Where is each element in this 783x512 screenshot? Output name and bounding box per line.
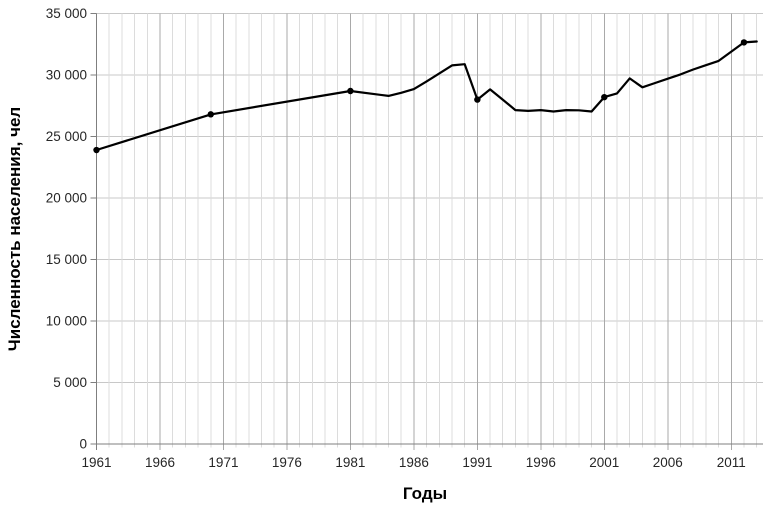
y-tick-label: 25 000 xyxy=(46,129,87,144)
data-point-marker xyxy=(207,111,214,118)
y-tick-label: 30 000 xyxy=(46,68,87,83)
y-tick-label: 20 000 xyxy=(46,191,87,206)
x-tick-label: 1996 xyxy=(526,455,556,470)
y-tick-label: 15 000 xyxy=(46,252,87,267)
data-point-marker xyxy=(474,96,481,103)
x-tick-label: 2001 xyxy=(589,455,619,470)
x-tick-label: 1961 xyxy=(81,455,111,470)
data-point-marker xyxy=(601,93,608,101)
y-tick-label: 0 xyxy=(79,437,87,452)
x-tick-label: 1971 xyxy=(208,455,238,470)
x-tick-label: 1966 xyxy=(145,455,175,470)
y-tick-label: 5 000 xyxy=(53,375,87,390)
x-tick-label: 1991 xyxy=(462,455,492,470)
x-axis-title: Годы xyxy=(402,484,448,503)
x-tick-label: 2011 xyxy=(717,455,746,470)
data-point-marker xyxy=(93,146,100,154)
population-series-line xyxy=(95,40,758,152)
x-tick-label: 1986 xyxy=(399,455,429,470)
y-tick-label: 35 000 xyxy=(46,6,87,21)
x-tick-label: 1981 xyxy=(335,455,365,470)
x-tick-label: 2006 xyxy=(653,455,683,470)
data-point-marker xyxy=(740,39,748,46)
data-point-marker xyxy=(347,87,354,95)
x-tick-label: 1976 xyxy=(272,455,302,470)
y-tick-label: 10 000 xyxy=(46,314,87,329)
y-axis-title: Численность населения, чел xyxy=(5,106,24,352)
